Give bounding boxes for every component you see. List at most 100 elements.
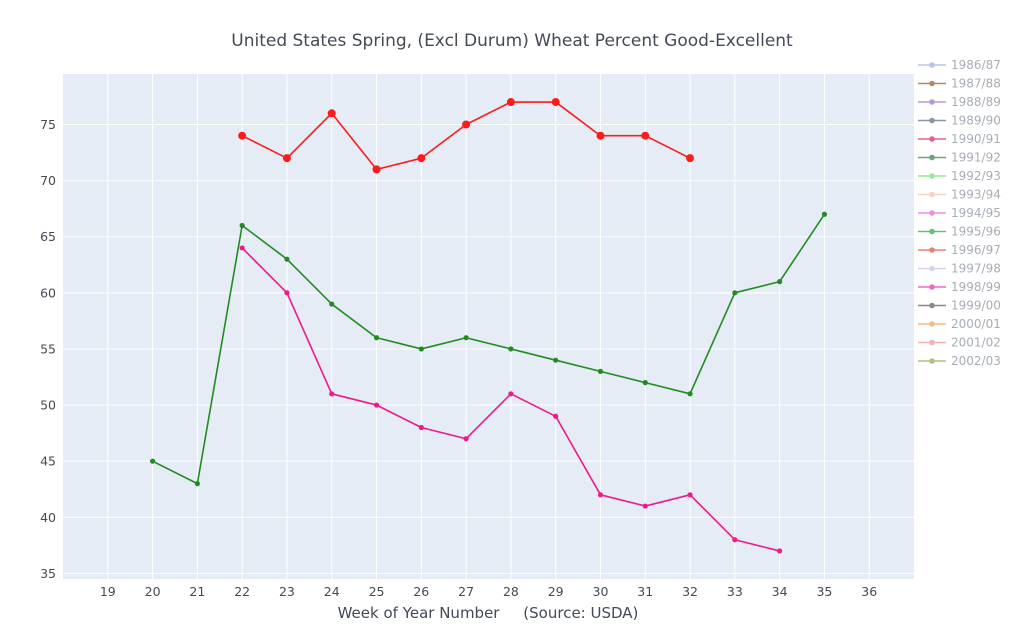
x-tick-label: 23 (279, 584, 295, 599)
legend-label: 1998/99 (951, 280, 1001, 294)
data-point (553, 413, 559, 419)
data-point (282, 154, 291, 163)
legend-item[interactable]: 1987/88 (918, 77, 1001, 91)
legend-swatch-marker (929, 117, 935, 124)
y-tick-label: 50 (40, 398, 56, 413)
data-point (239, 222, 245, 229)
y-tick-label: 45 (40, 454, 56, 469)
data-point (553, 357, 559, 363)
x-tick-label: 24 (324, 584, 340, 599)
legend-item[interactable]: 1989/90 (918, 114, 1001, 128)
legend-label: 1999/00 (951, 299, 1001, 313)
x-axis-ticks: 19 20 21 22 23 24 25 26 27 28 29 30 31 32 33 34 35 36 (100, 584, 877, 599)
legend-item[interactable]: 2000/01 (918, 317, 1001, 331)
data-point (508, 346, 514, 352)
x-tick-label: 35 (816, 584, 832, 599)
data-point (373, 402, 380, 408)
legend-swatch-marker (929, 154, 935, 161)
y-tick-label: 70 (40, 173, 56, 188)
data-point (551, 98, 560, 107)
legend-item[interactable]: 1996/97 (918, 243, 1001, 257)
legend-swatch-marker (929, 99, 935, 105)
y-axis-ticks: 35 40 45 50 55 60 65 70 75 (40, 117, 56, 581)
data-point (597, 368, 604, 374)
legend-label: 1994/95 (951, 206, 1001, 220)
legend-swatch-marker (929, 358, 935, 364)
legend-item[interactable]: 1992/93 (918, 169, 1001, 183)
data-point (418, 346, 424, 352)
data-point (329, 391, 335, 397)
legend-item[interactable]: 1994/95 (918, 206, 1001, 220)
legend-item[interactable]: 1997/98 (918, 262, 1001, 276)
legend-item[interactable]: 1988/89 (918, 95, 1001, 109)
legend-item[interactable]: 1990/91 (918, 132, 1001, 146)
legend-label: 1988/89 (951, 95, 1001, 109)
legend-label: 1991/92 (951, 151, 1001, 165)
x-axis-title: Week of Year Number (Source: USDA) (338, 604, 639, 622)
data-point (642, 380, 648, 386)
legend-swatch-marker (929, 284, 935, 290)
legend-label: 1989/90 (951, 114, 1001, 128)
data-point (506, 98, 515, 107)
legend-label: 2002/03 (951, 354, 1001, 368)
legend-label: 1992/93 (951, 169, 1001, 183)
y-tick-label: 65 (40, 229, 56, 244)
x-tick-label: 22 (234, 584, 250, 599)
data-point (373, 335, 380, 341)
data-point (597, 492, 604, 498)
data-point (194, 481, 200, 487)
legend-label: 1997/98 (951, 262, 1001, 276)
y-tick-label: 60 (40, 285, 56, 300)
legend-swatch-marker (929, 173, 935, 179)
x-tick-label: 30 (593, 584, 609, 599)
x-tick-label: 33 (727, 584, 743, 599)
y-tick-label: 55 (40, 341, 56, 356)
data-point (777, 548, 783, 554)
x-tick-label: 32 (682, 584, 698, 599)
data-point (463, 335, 469, 341)
legend-item[interactable]: 1993/94 (918, 188, 1001, 202)
legend-swatch-marker (929, 265, 935, 272)
legend-item[interactable]: 1991/92 (918, 151, 1001, 165)
x-tick-label: 25 (369, 584, 385, 599)
legend-item[interactable]: 1986/87 (918, 58, 1001, 72)
legend-item[interactable]: 2001/02 (918, 336, 1001, 350)
plot-area (63, 74, 914, 579)
legend-label: 1987/88 (951, 77, 1001, 91)
y-tick-label: 75 (40, 117, 56, 132)
data-point (417, 154, 426, 163)
series-line-1 (152, 213, 826, 485)
data-point (463, 436, 469, 442)
data-point (687, 492, 693, 498)
data-point (687, 391, 693, 397)
data-point (686, 154, 695, 163)
legend-label: 1993/94 (951, 188, 1001, 202)
data-point (372, 165, 381, 174)
legend-label: 1986/87 (951, 58, 1001, 72)
data-point (642, 503, 648, 509)
legend-swatch-marker (929, 247, 935, 253)
data-point (149, 458, 156, 464)
y-tick-label: 35 (40, 566, 56, 581)
legend-swatch-marker (929, 302, 935, 309)
x-tick-label: 27 (458, 584, 474, 599)
legend-item[interactable]: 2002/03 (918, 354, 1001, 368)
legend-label: 2001/02 (951, 336, 1001, 350)
legend-swatch-marker (929, 80, 935, 87)
legend-swatch-marker (929, 191, 935, 198)
series-lines (149, 98, 828, 554)
legend-swatch-marker (929, 62, 935, 68)
data-point (239, 245, 245, 251)
x-tick-label: 36 (861, 584, 877, 599)
data-point (821, 211, 828, 217)
legend-label: 1990/91 (951, 132, 1001, 146)
legend-swatch-marker (929, 136, 935, 142)
legend-label: 1995/96 (951, 225, 1001, 239)
legend-swatch-marker (929, 210, 935, 216)
legend-label: 1996/97 (951, 243, 1001, 257)
legend-item[interactable]: 1999/00 (918, 299, 1001, 313)
legend-item[interactable]: 1998/99 (918, 280, 1001, 294)
data-point (641, 131, 650, 140)
legend-item[interactable]: 1995/96 (918, 225, 1001, 239)
